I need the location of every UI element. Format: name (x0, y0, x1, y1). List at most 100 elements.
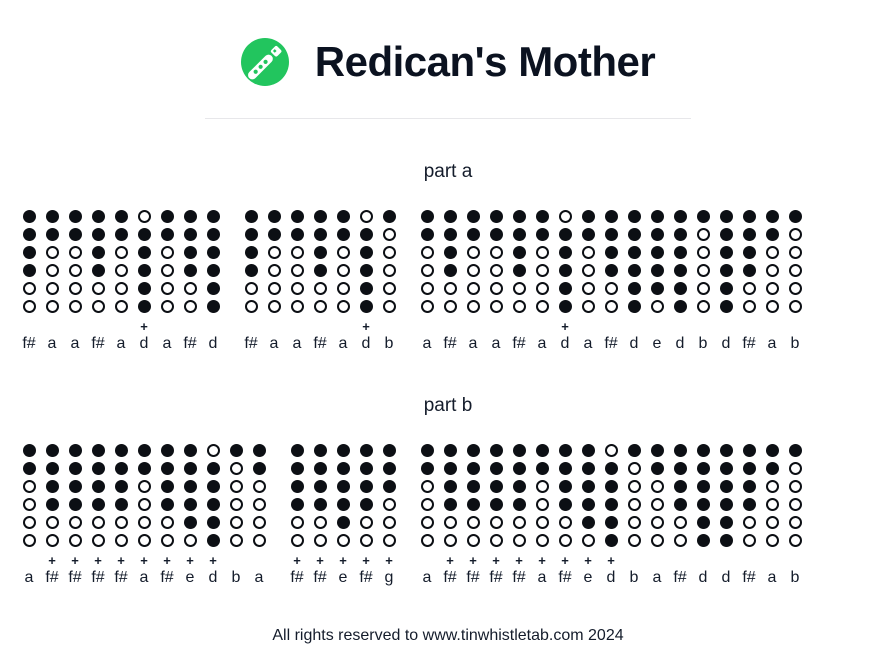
hole-filled-icon (558, 228, 572, 241)
hole-filled-icon (114, 498, 128, 511)
hole-filled-icon (206, 516, 220, 529)
note-column: + a (137, 444, 151, 587)
note-column: a (420, 210, 434, 353)
hole-filled-icon (443, 444, 457, 457)
octave-plus-marker: + (316, 553, 324, 568)
octave-plus-marker: + (584, 553, 592, 568)
hole-filled-icon (244, 246, 258, 259)
hole-filled-icon (206, 462, 220, 475)
hole-filled-icon (443, 480, 457, 493)
hole-filled-icon (68, 210, 82, 223)
hole-filled-icon (91, 264, 105, 277)
note-label: f# (160, 569, 174, 586)
hole-filled-icon (137, 300, 151, 313)
hole-open-icon (788, 282, 802, 295)
hole-filled-icon (183, 264, 197, 277)
hole-open-icon (114, 534, 128, 547)
note-column: f# (313, 210, 327, 353)
hole-filled-icon (489, 498, 503, 511)
hole-open-icon (183, 534, 197, 547)
hole-filled-icon (673, 264, 687, 277)
hole-open-icon (420, 516, 434, 529)
hole-open-icon (137, 534, 151, 547)
hole-open-icon (650, 300, 664, 313)
note-column: + e (336, 444, 350, 587)
octave-plus-marker: + (94, 553, 102, 568)
hole-filled-icon (91, 210, 105, 223)
tab-group: f# a a f# a + d b (244, 210, 396, 353)
hole-open-icon (114, 246, 128, 259)
hole-open-icon (22, 300, 36, 313)
hole-open-icon (244, 282, 258, 295)
note-column: a (45, 210, 59, 353)
hole-filled-icon (45, 462, 59, 475)
note-label: d (629, 335, 639, 352)
octave-plus-marker: + (561, 553, 569, 568)
hole-open-icon (91, 300, 105, 313)
note-label: f# (359, 569, 373, 586)
note-column: a (765, 210, 779, 353)
note-column: + f# (45, 444, 59, 587)
hole-open-icon (229, 534, 243, 547)
hole-filled-icon (719, 516, 733, 529)
hole-filled-icon (313, 498, 327, 511)
hole-open-icon (183, 300, 197, 313)
hole-open-icon (313, 534, 327, 547)
hole-filled-icon (160, 228, 174, 241)
hole-filled-icon (290, 462, 304, 475)
hole-open-icon (91, 516, 105, 529)
hole-filled-icon (68, 480, 82, 493)
hole-open-icon (696, 264, 710, 277)
hole-filled-icon (206, 300, 220, 313)
hole-filled-icon (604, 246, 618, 259)
note-column: a (290, 210, 304, 353)
hole-open-icon (382, 516, 396, 529)
hole-filled-icon (719, 444, 733, 457)
hole-filled-icon (765, 210, 779, 223)
hole-filled-icon (45, 480, 59, 493)
note-column: f# (91, 210, 105, 353)
hole-open-icon (581, 282, 595, 295)
hole-filled-icon (604, 480, 618, 493)
note-column: f# (183, 210, 197, 353)
hole-filled-icon (581, 516, 595, 529)
hole-filled-icon (466, 462, 480, 475)
hole-open-icon (512, 300, 526, 313)
hole-open-icon (673, 516, 687, 529)
hole-open-icon (160, 300, 174, 313)
hole-filled-icon (696, 516, 710, 529)
hole-filled-icon (512, 498, 526, 511)
hole-filled-icon (719, 498, 733, 511)
hole-open-icon (558, 534, 572, 547)
note-column: d (673, 210, 687, 353)
hole-filled-icon (359, 300, 373, 313)
note-label: d (721, 335, 731, 352)
hole-filled-icon (650, 282, 664, 295)
note-column: + d (359, 210, 373, 353)
hole-filled-icon (114, 462, 128, 475)
note-label: f# (512, 569, 526, 586)
note-label: a (422, 569, 432, 586)
hole-filled-icon (313, 228, 327, 241)
note-label: a (116, 335, 126, 352)
note-label: f# (290, 569, 304, 586)
hole-filled-icon (68, 228, 82, 241)
hole-filled-icon (558, 498, 572, 511)
hole-filled-icon (650, 264, 664, 277)
note-label: d (208, 569, 218, 586)
hole-filled-icon (22, 444, 36, 457)
octave-plus-marker: + (561, 319, 569, 334)
hole-filled-icon (420, 228, 434, 241)
hole-open-icon (160, 516, 174, 529)
hole-filled-icon (673, 498, 687, 511)
note-column: a (267, 210, 281, 353)
hole-filled-icon (336, 516, 350, 529)
hole-filled-icon (696, 210, 710, 223)
hole-open-icon (22, 480, 36, 493)
hole-filled-icon (650, 210, 664, 223)
note-column: d (627, 210, 641, 353)
hole-filled-icon (206, 282, 220, 295)
octave-plus-marker: + (209, 553, 217, 568)
hole-open-icon (673, 534, 687, 547)
hole-filled-icon (742, 444, 756, 457)
